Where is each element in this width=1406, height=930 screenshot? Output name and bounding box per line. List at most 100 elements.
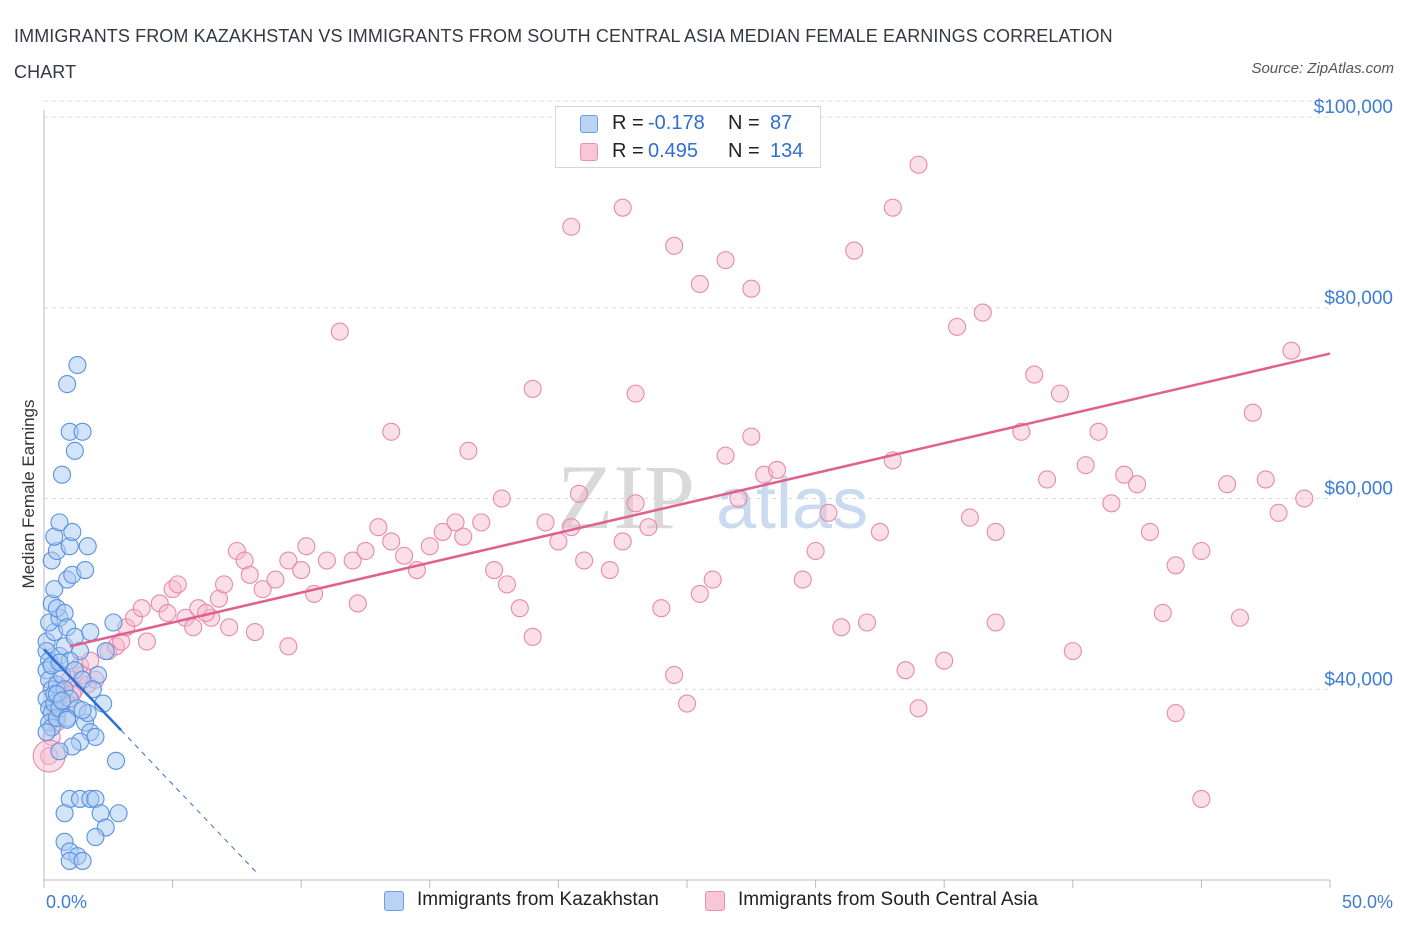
legend-r-label: R =: [612, 140, 644, 162]
pink-point: [137, 632, 156, 651]
pink-point: [132, 599, 151, 618]
pink-point: [690, 274, 709, 294]
chart-title: IMMIGRANTS FROM KAZAKHSTAN VS IMMIGRANTS…: [14, 26, 1113, 82]
pink-point: [369, 518, 388, 537]
blue-point: [50, 653, 69, 672]
pink-point: [292, 561, 311, 580]
pink-point: [1115, 465, 1134, 484]
pink-point: [1230, 608, 1250, 627]
pink-point: [626, 494, 645, 513]
pink-point: [1166, 556, 1185, 575]
pink-point: [1063, 642, 1082, 661]
bottom-legend-swatch-pink: [705, 891, 725, 911]
y-tick-label: $40,000: [1324, 669, 1393, 690]
pink-point: [184, 618, 203, 637]
blue-point: [65, 441, 84, 460]
bottom-legend-label: Immigrants from South Central Asia: [738, 889, 1038, 910]
blue-point: [73, 422, 92, 441]
pink-point: [253, 580, 272, 599]
pink-point: [279, 551, 298, 570]
blue-point: [50, 742, 69, 761]
legend-swatch-pink: [580, 143, 598, 161]
blue-point: [37, 723, 56, 742]
blue-point: [104, 613, 123, 632]
pink-point: [1102, 494, 1121, 513]
pink-point: [382, 532, 401, 551]
kazakhstan-trendline-extension: [120, 729, 258, 874]
pink-point: [896, 661, 915, 680]
pink-point: [1218, 475, 1237, 494]
pink-point: [1050, 384, 1069, 403]
pink-point: [767, 460, 787, 479]
pink-point: [150, 594, 169, 613]
pink-point: [454, 527, 473, 546]
blue-point: [58, 375, 77, 394]
x-tick-label: 0.0%: [46, 892, 87, 912]
legend-r-value: -0.178: [648, 112, 705, 134]
legend-r-label: R =: [612, 112, 644, 134]
pink-point: [1153, 603, 1172, 623]
pink-point: [1128, 475, 1147, 494]
pink-point: [433, 522, 452, 541]
pink-point: [716, 446, 735, 465]
south-central-asia-points: [32, 122, 1314, 808]
pink-point: [317, 551, 336, 570]
pink-point: [497, 575, 517, 594]
pink-point: [690, 584, 709, 603]
pink-point: [986, 613, 1005, 632]
pink-point: [348, 594, 367, 613]
pink-point: [845, 241, 864, 260]
pink-point: [716, 251, 735, 270]
pink-point: [163, 580, 182, 599]
pink-point: [492, 489, 511, 508]
correlation-legend: R = -0.178 N = 87 R = 0.495 N = 134: [555, 106, 821, 168]
pink-point: [832, 618, 851, 637]
pink-point: [214, 575, 234, 594]
legend-swatch-blue: [580, 115, 598, 133]
blue-point: [73, 701, 92, 720]
pink-point: [1269, 503, 1288, 522]
pink-point: [1089, 422, 1108, 441]
watermark-zip: ZIP: [557, 446, 695, 548]
pink-point: [562, 217, 581, 236]
pink-point: [168, 575, 187, 594]
blue-point: [52, 691, 72, 710]
axes: [43, 110, 1331, 888]
blue-point: [55, 804, 74, 823]
pink-point: [330, 322, 349, 341]
pink-point: [536, 513, 555, 532]
pink-point: [356, 541, 375, 561]
pink-point: [973, 303, 992, 322]
legend-n-label: N =: [728, 140, 760, 162]
pink-point: [220, 618, 239, 637]
pink-point: [569, 484, 589, 503]
pink-point: [1166, 704, 1185, 723]
pink-point: [343, 551, 362, 570]
pink-point: [227, 541, 246, 561]
pink-point: [703, 570, 722, 589]
pink-point: [523, 379, 542, 398]
pink-point: [245, 622, 264, 642]
blue-point: [78, 537, 97, 556]
pink-point: [382, 422, 401, 441]
blue-point: [63, 522, 82, 541]
pink-point: [1140, 522, 1160, 541]
pink-point: [909, 699, 928, 718]
pink-point: [1295, 489, 1314, 508]
blue-point: [45, 580, 64, 599]
pink-point: [806, 541, 825, 561]
pink-point: [1192, 541, 1211, 561]
pink-point: [742, 279, 761, 298]
blue-point: [109, 804, 128, 823]
watermark: ZIP atlas: [557, 446, 868, 548]
axis-labels: $40,000 $60,000 $80,000 $100,000 0.0% 50.0% Me…: [19, 97, 1393, 912]
pink-point: [600, 561, 619, 580]
pink-point: [472, 513, 491, 532]
pink-point: [446, 513, 465, 532]
pink-point: [124, 608, 144, 627]
pink-point: [575, 551, 594, 570]
pink-point: [266, 570, 285, 589]
blue-point: [76, 561, 95, 580]
blue-point: [83, 680, 102, 699]
pink-point: [485, 561, 504, 580]
